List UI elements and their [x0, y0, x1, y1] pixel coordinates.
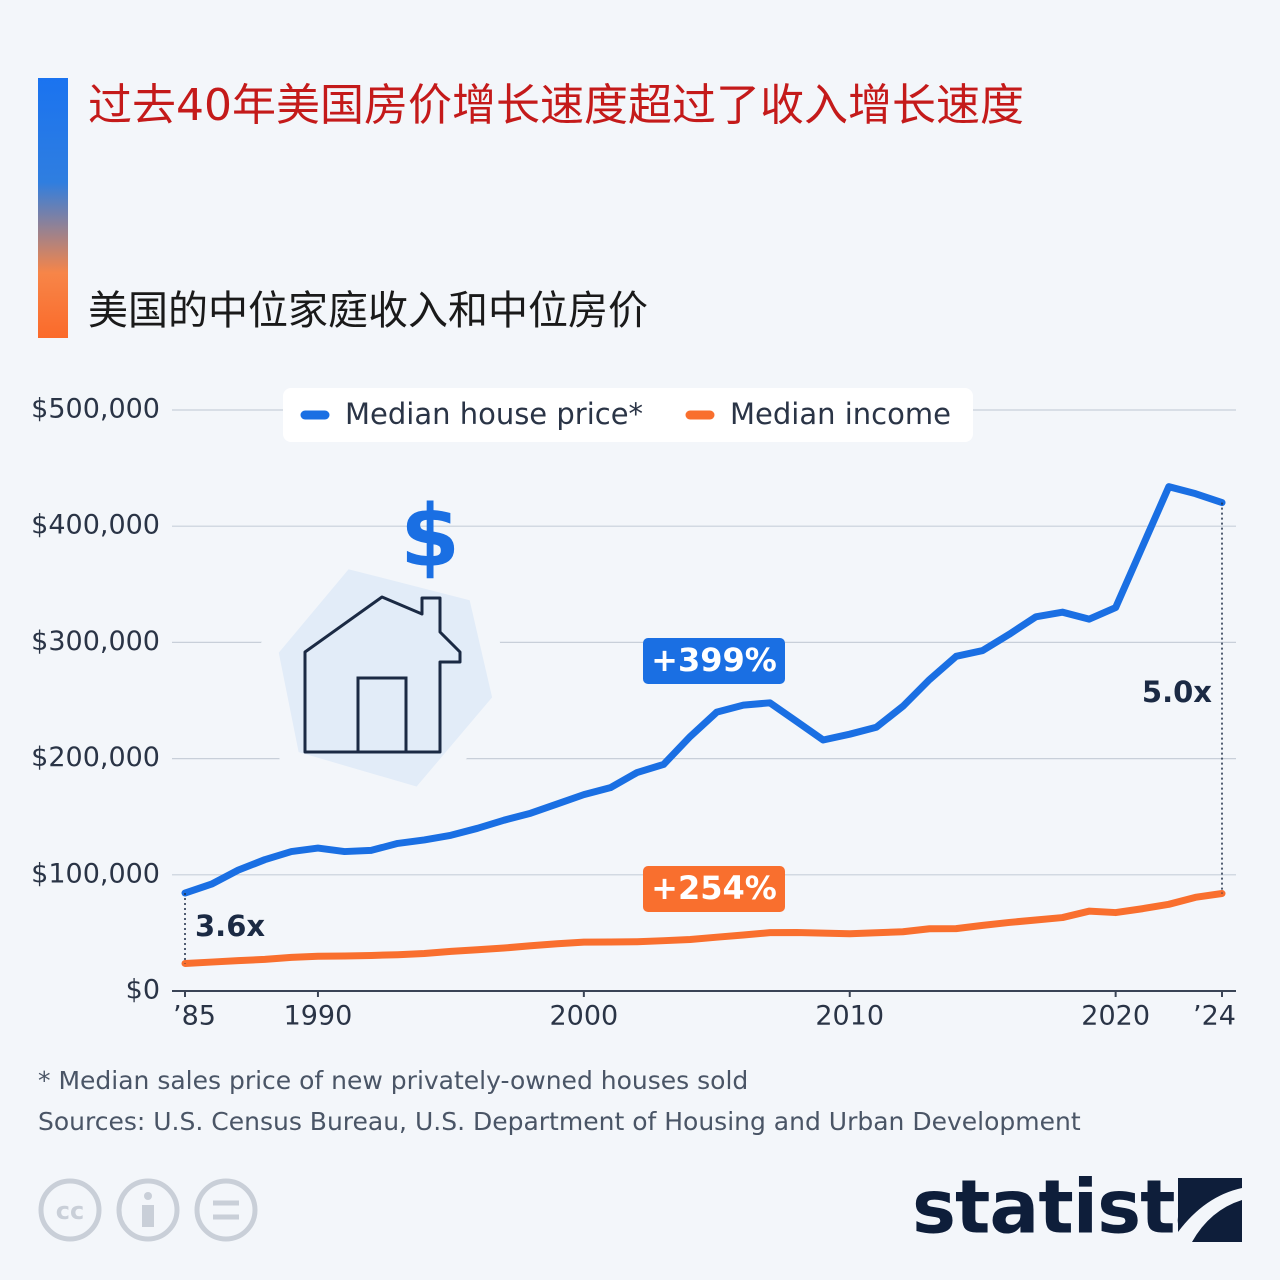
accent-bar [38, 78, 68, 338]
x-tick-label: 1990 [284, 1001, 353, 1032]
x-tick-label: ’85 [173, 1001, 216, 1032]
legend [283, 388, 973, 442]
brand-mark [1178, 1178, 1242, 1242]
chart-title: 过去40年美国房价增长速度超过了收入增长速度 [88, 80, 1024, 131]
annotation: 5.0x [1142, 675, 1212, 709]
annotation: +399% [651, 641, 777, 679]
y-tick-label: $200,000 [31, 742, 160, 773]
annotation-box [643, 638, 785, 684]
y-tick-label: $500,000 [31, 394, 160, 425]
y-tick-label: $400,000 [31, 510, 160, 541]
footnote: * Median sales price of new privately-ow… [38, 1066, 748, 1095]
legend-label: Median house price* [345, 397, 643, 431]
annotation-box [643, 866, 785, 912]
legend-label: Median income [730, 397, 951, 431]
x-tick-label: 2010 [815, 1001, 884, 1032]
license-icons: cc [38, 1178, 258, 1242]
svg-text:cc: cc [56, 1197, 84, 1225]
x-tick-label: 2020 [1081, 1001, 1150, 1032]
x-tick-label: ’24 [1193, 1001, 1236, 1032]
x-tick-label: 2000 [549, 1001, 618, 1032]
chart-subtitle: 美国的中位家庭收入和中位房价 [88, 288, 648, 334]
y-tick-label: $300,000 [31, 626, 160, 657]
house-icon: $ [258, 486, 513, 808]
annotation: +254% [651, 869, 777, 907]
svg-text:$: $ [400, 486, 460, 586]
series-line [181, 483, 1226, 897]
annotation: 3.6x [195, 909, 265, 943]
y-tick-label: $100,000 [31, 858, 160, 889]
source: Sources: U.S. Census Bureau, U.S. Depart… [38, 1107, 1081, 1136]
y-tick-label: $0 [126, 975, 160, 1006]
series-line [181, 890, 1226, 967]
brand: statista [912, 1165, 1223, 1251]
